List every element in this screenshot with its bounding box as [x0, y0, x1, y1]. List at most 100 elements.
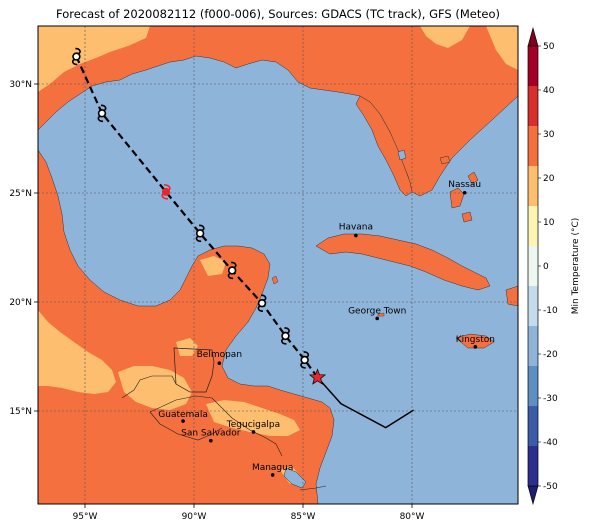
colorbar-segment — [528, 366, 538, 406]
land-mild-guatemala — [118, 366, 192, 410]
border-guatemala-honduras — [149, 395, 283, 457]
land-mild-mexico-coast — [38, 310, 116, 394]
land-mild-georgia — [420, 26, 470, 48]
land-mild-honduras — [206, 400, 300, 436]
cyclone-symbol — [97, 104, 107, 123]
city-markers: Nassau Havana George Town Kingston Belmopan G… — [158, 180, 495, 477]
colorbar-tick: -30 — [543, 394, 558, 404]
colorbar-segment — [528, 46, 538, 86]
colorbar-segment — [528, 86, 538, 126]
colorbar-segment — [528, 326, 538, 366]
land-mild-carolina — [486, 26, 518, 70]
colorbar-tick: -50 — [543, 482, 558, 492]
city-label: Belmopan — [197, 350, 242, 360]
city-dot-icon — [462, 190, 467, 195]
city-dot-icon — [354, 233, 358, 238]
colorbar: -50 -40 -30 -20 -10 0 10 20 30 40 50 — [527, 26, 558, 506]
city-dot-icon — [251, 430, 256, 434]
land-bahamas-1 — [449, 187, 465, 209]
map-frame — [37, 25, 519, 505]
colorbar-segment — [528, 286, 538, 326]
city-nassau: Nassau — [448, 180, 481, 195]
cyclone-symbol — [257, 294, 267, 312]
tropical-storm-symbol — [161, 184, 171, 200]
lat-tick-30: 30°N — [9, 80, 32, 90]
axis-ticks — [34, 83, 413, 508]
city-label: Kingston — [456, 335, 495, 345]
border-belize — [173, 347, 215, 393]
city-label: Tegucigalpa — [226, 420, 280, 430]
past-track-line — [316, 376, 414, 429]
map-title: Forecast of 2020082112 (f000-006), Sourc… — [56, 7, 500, 21]
colorbar-segment — [528, 206, 538, 246]
land-layer — [38, 26, 518, 504]
city-managua: Managua — [252, 463, 293, 477]
colorbar-segment — [528, 406, 538, 446]
lat-tick-20: 20°N — [9, 298, 32, 308]
colorbar-tick: 10 — [543, 218, 555, 228]
city-dot-icon — [473, 345, 478, 349]
city-havana: Havana — [339, 223, 373, 238]
colorbar-tick: -10 — [543, 306, 558, 316]
colorbar-over-arrow — [527, 26, 539, 47]
land-mild-yucatan — [200, 256, 226, 276]
lon-tick-90: 90°W — [182, 512, 207, 522]
colorbar-under-arrow — [527, 485, 539, 506]
land-mild-texas — [38, 26, 150, 92]
cyclone-symbol — [71, 47, 81, 66]
land-bahamas-2 — [467, 171, 479, 185]
colorbar-segment — [528, 166, 538, 206]
city-label: Havana — [339, 223, 373, 233]
city-san-salvador: San Salvador — [181, 429, 241, 443]
city-kingston: Kingston — [456, 335, 495, 349]
land-bahamas-4 — [439, 155, 451, 165]
lat-tick-15: 15°N — [9, 407, 32, 417]
land-florida — [355, 95, 413, 197]
city-guatemala: Guatemala — [158, 410, 208, 423]
track-symbols — [71, 47, 310, 369]
colorbar-segment — [528, 246, 538, 286]
lake-nicaragua — [283, 467, 307, 489]
land-jamaica — [455, 333, 495, 349]
cyclone-symbol — [280, 327, 290, 345]
lake-okeechobee — [397, 149, 407, 161]
city-dot-icon — [375, 316, 380, 321]
city-george-town: George Town — [348, 306, 406, 321]
lon-tick-85: 85°W — [291, 512, 316, 522]
border-el-salvador — [149, 411, 223, 441]
colorbar-tick: 20 — [543, 174, 555, 184]
city-label: George Town — [348, 306, 406, 316]
land-mild-peten — [176, 338, 198, 356]
land-hispaniola — [505, 285, 518, 307]
city-label: Guatemala — [158, 410, 208, 420]
lat-tick-25: 25°N — [9, 189, 32, 199]
city-dot-icon — [209, 438, 213, 443]
border-mexico-guatemala — [121, 375, 177, 399]
cyclone-symbol — [195, 224, 205, 243]
colorbar-segment — [528, 126, 538, 166]
city-label: Managua — [252, 463, 293, 473]
colorbar-tick: -40 — [543, 438, 558, 448]
colorbar-label: Min Temperature (°C) — [571, 218, 581, 315]
lon-tick-95: 95°W — [73, 512, 98, 522]
city-label: Nassau — [448, 180, 481, 190]
land-cozumel — [271, 275, 279, 285]
colorbar-segment — [528, 446, 538, 486]
gridlines — [38, 26, 518, 504]
colorbar-tick: -20 — [543, 350, 558, 360]
city-dot-icon — [181, 419, 185, 423]
city-tegucigalpa: Tegucigalpa — [226, 420, 280, 434]
land-bahamas-3 — [461, 211, 473, 223]
current-position-star-icon[interactable] — [308, 368, 327, 385]
colorbar-tick: 40 — [543, 86, 555, 96]
city-label: San Salvador — [181, 429, 241, 439]
land-cayman — [377, 312, 385, 317]
land-usa — [38, 26, 518, 197]
city-dot-icon — [217, 361, 222, 366]
cyclone-symbol — [227, 261, 237, 280]
city-dot-icon — [270, 473, 275, 477]
colorbar-tick: 0 — [543, 262, 549, 272]
colorbar-tick: 50 — [543, 42, 555, 52]
border-nicaragua-costa-rica — [299, 485, 327, 491]
